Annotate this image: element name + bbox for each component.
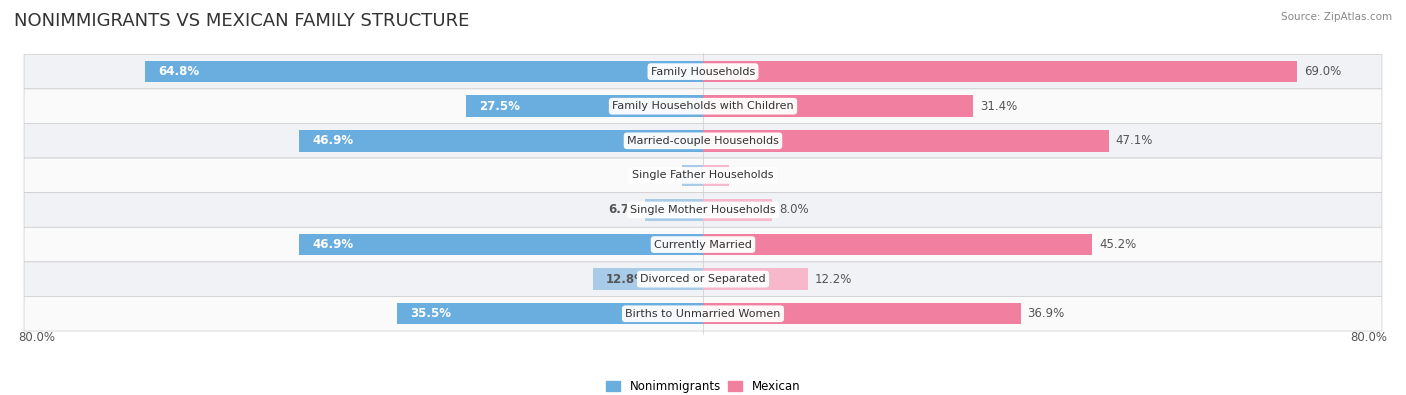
Text: 8.0%: 8.0% <box>779 203 808 216</box>
Bar <box>299 130 703 152</box>
Bar <box>703 61 1298 82</box>
Bar <box>682 165 703 186</box>
Legend: Nonimmigrants, Mexican: Nonimmigrants, Mexican <box>602 376 804 395</box>
Text: 2.4%: 2.4% <box>645 169 678 182</box>
Bar <box>703 165 728 186</box>
Text: Currently Married: Currently Married <box>654 240 752 250</box>
FancyBboxPatch shape <box>24 193 1382 227</box>
Text: 64.8%: 64.8% <box>157 65 200 78</box>
FancyBboxPatch shape <box>24 227 1382 262</box>
Text: Married-couple Households: Married-couple Households <box>627 136 779 146</box>
FancyBboxPatch shape <box>24 297 1382 331</box>
Text: Single Mother Households: Single Mother Households <box>630 205 776 215</box>
Bar <box>703 96 973 117</box>
Text: 47.1%: 47.1% <box>1115 134 1153 147</box>
Bar <box>398 303 703 324</box>
FancyBboxPatch shape <box>24 158 1382 193</box>
Text: Births to Unmarried Women: Births to Unmarried Women <box>626 309 780 319</box>
Text: 3.0%: 3.0% <box>735 169 765 182</box>
FancyBboxPatch shape <box>24 124 1382 158</box>
Bar <box>145 61 703 82</box>
Text: 12.2%: 12.2% <box>815 273 852 286</box>
Text: Family Households: Family Households <box>651 67 755 77</box>
Text: 46.9%: 46.9% <box>312 134 353 147</box>
Bar <box>467 96 703 117</box>
Bar <box>299 234 703 255</box>
Text: 80.0%: 80.0% <box>18 331 55 344</box>
Bar <box>703 199 772 221</box>
Text: Divorced or Separated: Divorced or Separated <box>640 274 766 284</box>
Text: Single Father Households: Single Father Households <box>633 170 773 181</box>
Text: 69.0%: 69.0% <box>1305 65 1341 78</box>
Bar <box>703 130 1108 152</box>
Text: Source: ZipAtlas.com: Source: ZipAtlas.com <box>1281 12 1392 22</box>
Text: NONIMMIGRANTS VS MEXICAN FAMILY STRUCTURE: NONIMMIGRANTS VS MEXICAN FAMILY STRUCTUR… <box>14 12 470 30</box>
Bar <box>703 269 808 290</box>
Bar <box>645 199 703 221</box>
FancyBboxPatch shape <box>24 262 1382 297</box>
Text: 31.4%: 31.4% <box>980 100 1018 113</box>
Text: 45.2%: 45.2% <box>1099 238 1136 251</box>
Text: 35.5%: 35.5% <box>411 307 451 320</box>
Text: 12.8%: 12.8% <box>606 273 647 286</box>
Text: 27.5%: 27.5% <box>479 100 520 113</box>
Text: 46.9%: 46.9% <box>312 238 353 251</box>
Text: Family Households with Children: Family Households with Children <box>612 101 794 111</box>
FancyBboxPatch shape <box>24 89 1382 124</box>
Text: 80.0%: 80.0% <box>1351 331 1388 344</box>
Text: 36.9%: 36.9% <box>1028 307 1064 320</box>
Bar <box>703 303 1021 324</box>
Text: 6.7%: 6.7% <box>609 203 641 216</box>
FancyBboxPatch shape <box>24 55 1382 89</box>
Bar <box>593 269 703 290</box>
Bar <box>703 234 1092 255</box>
